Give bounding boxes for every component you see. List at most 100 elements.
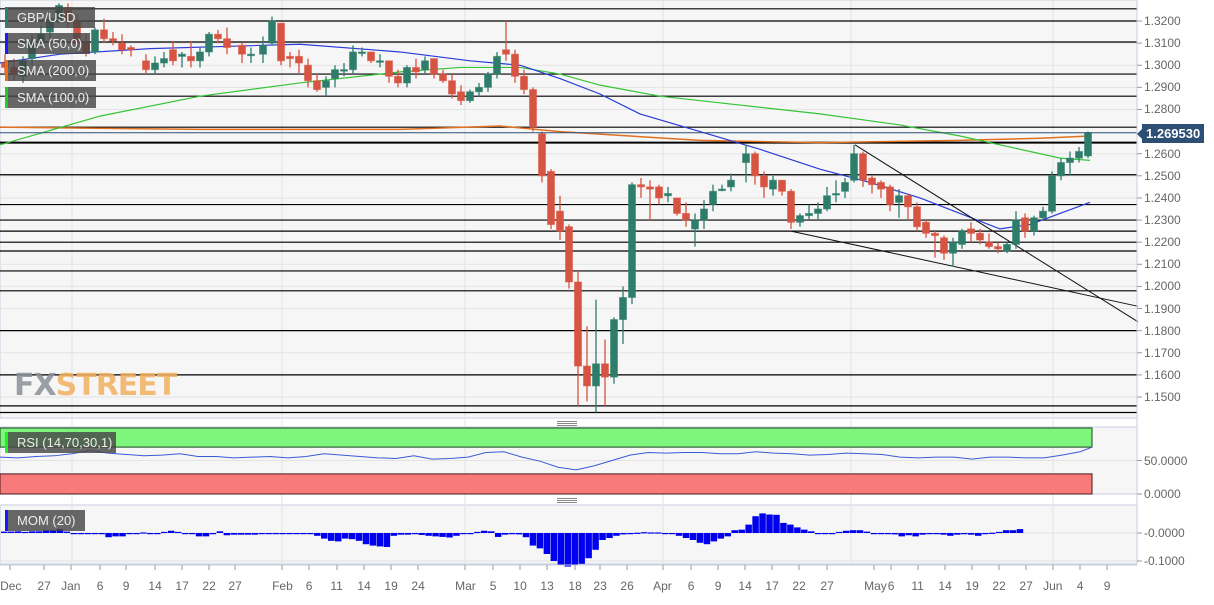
momentum-bar (481, 530, 488, 533)
momentum-bar (710, 533, 718, 542)
momentum-bar (98, 533, 105, 535)
candle-body (169, 49, 177, 62)
candle-body (592, 363, 600, 387)
candle-body (286, 55, 294, 60)
time-tick-label: 22 (792, 579, 806, 593)
momentum-bar (856, 530, 864, 533)
momentum-bar (216, 531, 224, 533)
momentum-bar (91, 533, 98, 535)
momentum-bar (620, 533, 627, 535)
momentum-bar (112, 533, 119, 537)
momentum-bar (140, 532, 147, 534)
momentum-bar (564, 533, 572, 567)
time-tick-label: 14 (148, 579, 162, 593)
candle-body (1048, 175, 1056, 212)
legend-mom[interactable]: MOM (20) (5, 510, 85, 531)
momentum-bar (35, 531, 43, 533)
candle-body (718, 188, 726, 192)
momentum-bar (105, 533, 112, 538)
rsi-overbought-zone (0, 427, 1093, 448)
momentum-bar (418, 533, 425, 535)
momentum-bar (752, 516, 759, 533)
rsi-oversold-zone (0, 473, 1093, 495)
momentum-bar (1, 531, 8, 533)
momentum-bar (814, 533, 822, 535)
momentum-bar (230, 533, 238, 535)
momentum-bar (1016, 529, 1024, 533)
candle-body (214, 33, 222, 40)
legend-sma50[interactable]: SMA (50,0) (5, 33, 90, 54)
candle-body (1021, 217, 1029, 232)
momentum-bar (251, 533, 258, 535)
time-tick-label: 22 (202, 579, 216, 593)
price-panel (0, 0, 1138, 419)
legend-sma200[interactable]: SMA (200,0) (5, 60, 96, 81)
momentum-bar (321, 533, 328, 539)
candle-body (841, 181, 849, 192)
candle-body (430, 58, 438, 75)
logo-fx: FX (14, 368, 57, 403)
candle-body (556, 210, 564, 232)
candle-body (727, 179, 735, 188)
candle-body (340, 69, 348, 72)
momentum-bar (877, 533, 885, 535)
candle-body (178, 53, 186, 57)
momentum-bar (738, 529, 745, 533)
legend-label: RSI (14,70,30,1) (17, 435, 113, 450)
time-tick-label: Feb (272, 579, 293, 593)
momentum-bar (995, 531, 1003, 534)
time-tick-label: 23 (593, 579, 607, 593)
momentum-bar (84, 533, 91, 535)
momentum-bar (397, 533, 405, 535)
momentum-bar (926, 533, 933, 535)
candle-body (109, 38, 117, 42)
rsi-panel-resize-handle[interactable] (557, 421, 577, 426)
candle-body (538, 133, 546, 177)
momentum-bar (689, 533, 697, 540)
sma100-line (0, 66, 1091, 161)
momentum-bar (508, 533, 516, 535)
momentum-bar (272, 533, 279, 535)
momentum-bar (905, 533, 912, 536)
candle-body (160, 58, 168, 64)
momentum-bar (7, 531, 15, 533)
legend-sma100[interactable]: SMA (100,0) (5, 87, 96, 108)
candle-body (574, 281, 582, 367)
trendline (790, 230, 1139, 307)
momentum-bar (731, 530, 738, 533)
legend-rsi[interactable]: RSI (14,70,30,1) (5, 432, 116, 453)
momentum-bar (543, 533, 551, 554)
momentum-bar (912, 533, 919, 537)
candle-body (1003, 243, 1011, 252)
momentum-bar (578, 533, 585, 564)
candle-body (376, 60, 384, 63)
mom-panel-resize-handle[interactable] (557, 498, 577, 503)
time-tick-label: 9 (714, 579, 722, 593)
momentum-bar (933, 533, 940, 535)
time-tick-label: 14 (357, 579, 371, 593)
momentum-bar (703, 533, 711, 545)
momentum-bar (439, 533, 446, 537)
candle-body (304, 64, 312, 82)
time-tick-label: 4 (1076, 579, 1084, 593)
candle-body (868, 177, 876, 186)
momentum-bar (279, 533, 286, 535)
price-tick-label: 1.2400 (1144, 190, 1181, 205)
momentum-bar (682, 533, 690, 539)
candle-body (127, 47, 135, 51)
price-tick-label: 1.1600 (1144, 367, 1181, 382)
candle-body (223, 38, 231, 49)
candle-body (118, 42, 126, 51)
candle-body (958, 230, 966, 245)
momentum-bar (28, 531, 36, 533)
candle-body (994, 246, 1002, 250)
momentum-bar (1002, 530, 1010, 533)
sma50-line (0, 43, 1091, 230)
candle-body (655, 186, 663, 199)
candle-body (610, 319, 618, 378)
legend-gbpusd[interactable]: GBP/USD (5, 7, 95, 28)
candle-body (682, 212, 690, 221)
candle-body (475, 86, 483, 93)
candle-body (502, 49, 510, 55)
